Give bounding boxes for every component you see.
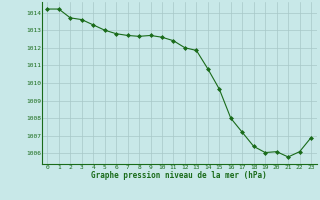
X-axis label: Graphe pression niveau de la mer (hPa): Graphe pression niveau de la mer (hPa) (91, 171, 267, 180)
